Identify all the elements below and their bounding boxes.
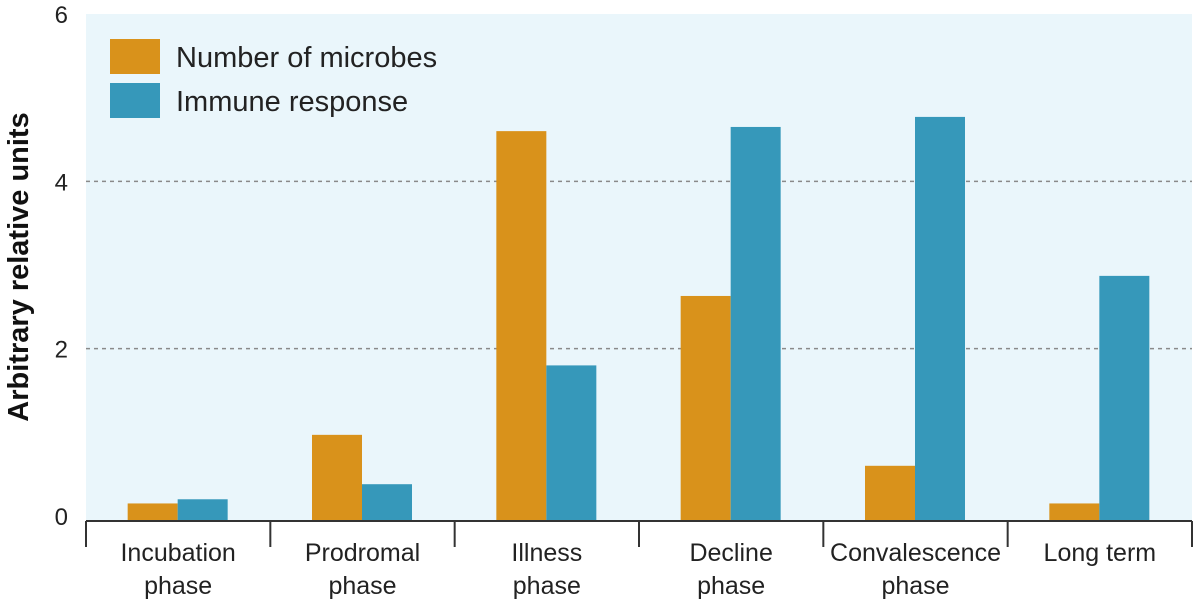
bar bbox=[1099, 275, 1150, 520]
bar bbox=[680, 295, 731, 520]
y-axis-label: Arbitrary relative units bbox=[3, 112, 35, 421]
y-tick-label: 6 bbox=[55, 2, 68, 29]
x-tick-label: Long term bbox=[1044, 539, 1157, 567]
legend-label: Number of microbes bbox=[176, 42, 437, 74]
bar bbox=[177, 499, 228, 520]
x-tick-label: Illness phase bbox=[511, 539, 582, 600]
bar bbox=[127, 503, 178, 520]
y-tick-label: 0 bbox=[55, 504, 68, 531]
x-tick-label: Convalescence phase bbox=[830, 539, 1001, 600]
bar bbox=[865, 465, 915, 520]
y-axis-ticks: 0 2 4 6 bbox=[55, 2, 68, 531]
legend: Number of microbes Immune response bbox=[110, 39, 437, 118]
bar bbox=[546, 365, 597, 520]
x-tick-label: Prodromal phase bbox=[305, 539, 420, 600]
bars bbox=[127, 116, 1150, 520]
x-tick-label: Incubation phase bbox=[120, 539, 235, 600]
legend-swatch bbox=[110, 39, 160, 74]
gridlines bbox=[86, 180, 1192, 350]
y-tick-label: 2 bbox=[55, 337, 68, 364]
legend-label: Immune response bbox=[176, 86, 408, 118]
plot-background bbox=[86, 14, 1192, 520]
legend-swatch bbox=[110, 83, 160, 118]
bar bbox=[362, 484, 412, 520]
bar bbox=[1049, 503, 1100, 520]
y-tick-label: 4 bbox=[55, 169, 68, 196]
bar bbox=[730, 126, 781, 520]
x-axis: Incubation phase Prodromal phase Illness phas… bbox=[85, 520, 1193, 600]
bar bbox=[496, 131, 547, 520]
bar bbox=[915, 116, 965, 520]
bar bbox=[312, 434, 362, 520]
x-tick-label: Decline phase bbox=[689, 539, 772, 600]
